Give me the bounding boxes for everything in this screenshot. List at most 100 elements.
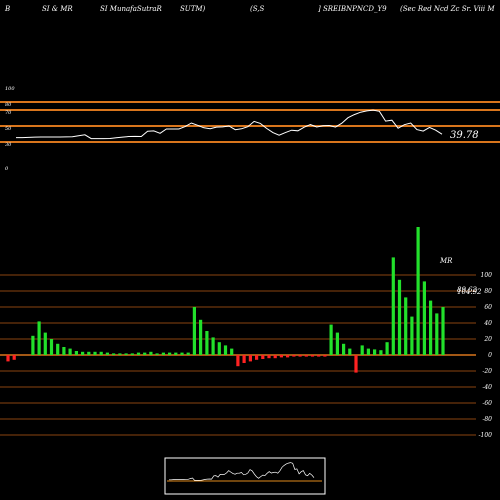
mrsi-bar: [143, 352, 147, 355]
mrsi-bar: [391, 257, 395, 355]
mrsi-tick-label: 20: [483, 336, 492, 343]
mrsi-bar: [130, 353, 134, 355]
mrsi-bar: [329, 324, 333, 355]
mrsi-bar: [81, 351, 85, 355]
header-label: SI MunafaSutraR: [100, 5, 162, 13]
mrsi-bar: [56, 343, 60, 355]
mrsi-value-label: 104.92: [457, 288, 482, 296]
rsi-last-value: 39.78: [450, 130, 479, 141]
mrsi-bar: [323, 355, 327, 357]
mrsi-bar: [342, 343, 346, 355]
mrsi-bar: [255, 355, 259, 360]
mrsi-bar: [180, 352, 184, 355]
mrsi-bar: [441, 307, 445, 355]
mrsi-bar: [242, 355, 246, 363]
mrsi-bar: [273, 355, 277, 359]
mrsi-bar: [6, 355, 10, 362]
header-label: SUTM): [180, 5, 206, 13]
mrsi-bar: [348, 348, 352, 355]
mrsi-bar: [298, 355, 302, 357]
mrsi-bar: [317, 355, 321, 357]
mrsi-tick-label: -80: [482, 416, 492, 423]
mrsi-bar: [161, 352, 165, 355]
mrsi-bar: [74, 351, 78, 355]
mrsi-bar: [87, 351, 91, 355]
mrsi-tick-label: 40: [483, 320, 492, 327]
mrsi-bar: [310, 355, 315, 357]
overview-panel: [164, 457, 326, 495]
mrsi-bar: [304, 355, 308, 357]
mrsi-bar: [292, 355, 296, 357]
mrsi-bar: [354, 355, 358, 373]
mrsi-bar: [416, 227, 420, 355]
rsi-tick-label: 100: [5, 86, 15, 92]
mrsi-bar: [49, 339, 54, 355]
mrsi-bar: [360, 345, 364, 355]
mrsi-tick-label: -100: [479, 432, 493, 439]
mrsi-bar: [248, 355, 252, 362]
overview-line: [169, 462, 315, 481]
rsi-tick-label: 0: [5, 166, 9, 172]
mrsi-bar: [429, 300, 433, 355]
mrsi-bar: [211, 337, 215, 355]
header-label: B: [5, 5, 11, 13]
mrsi-bar: [124, 353, 128, 355]
rsi-tick-label: 80: [5, 102, 12, 108]
mrsi-bar: [62, 347, 66, 355]
mrsi-tick-label: 60: [484, 304, 492, 311]
mrsi-bar: [118, 353, 122, 355]
rsi-tick-label: 30: [5, 142, 12, 148]
mrsi-bar: [149, 351, 153, 355]
mrsi-bar: [335, 332, 339, 355]
mrsi-bar: [230, 348, 234, 355]
mrsi-bar: [68, 348, 72, 355]
mrsi-tick-label: -40: [482, 384, 492, 391]
mrsi-bar: [12, 355, 16, 360]
mrsi-bar: [199, 319, 203, 355]
mrsi-bar: [410, 316, 414, 355]
header-label: (Sec Red Ncd Zc Sr. Viii M: [400, 5, 495, 13]
mrsi-bar: [112, 353, 116, 355]
mrsi-tick-label: -20: [482, 368, 492, 375]
header-label: SI & MR: [42, 5, 73, 13]
mrsi-bar: [31, 335, 35, 355]
mrsi-bar: [168, 352, 172, 355]
mrsi-bar: [99, 351, 103, 355]
mrsi-bar: [385, 342, 389, 355]
rsi-tick-label: 50: [5, 126, 12, 132]
mrsi-bar: [379, 350, 383, 355]
mrsi-bar: [93, 351, 97, 355]
mrsi-bar: [223, 345, 228, 355]
mrsi-tick-label: 80: [484, 288, 492, 295]
mrsi-bar: [261, 355, 265, 359]
mrsi-bar: [105, 352, 109, 355]
mrsi-bar: [217, 342, 221, 355]
mrsi-tick-label: 0: [488, 352, 492, 359]
mrsi-bar: [435, 313, 439, 355]
mrsi-tick-label: -60: [482, 400, 492, 407]
rsi-line: [16, 109, 443, 140]
header-label: ] SREIBNPNCD_Y9: [318, 5, 387, 13]
mrsi-bar: [422, 281, 426, 355]
mrsi-title: MR: [439, 257, 453, 265]
mrsi-bar: [286, 355, 290, 358]
header-label: (S,S: [250, 5, 265, 13]
mrsi-bar: [37, 321, 41, 355]
mrsi-bar: [404, 297, 408, 355]
mrsi-bar: [43, 332, 47, 355]
mrsi-bar: [192, 307, 196, 355]
mrsi-value-label: 89.62: [457, 286, 478, 294]
mrsi-bar: [366, 348, 370, 355]
mrsi-bar: [136, 352, 141, 355]
mrsi-bar: [186, 352, 190, 355]
mrsi-bar: [236, 355, 240, 367]
mrsi-bar: [174, 352, 178, 355]
mrsi-tick-label: 100: [481, 272, 493, 279]
mrsi-bar: [279, 355, 283, 358]
mrsi-bar: [155, 353, 159, 355]
mrsi-bar: [373, 349, 377, 355]
mrsi-bar: [267, 355, 271, 359]
mrsi-bar: [397, 279, 402, 355]
rsi-tick-label: 70: [5, 110, 12, 116]
